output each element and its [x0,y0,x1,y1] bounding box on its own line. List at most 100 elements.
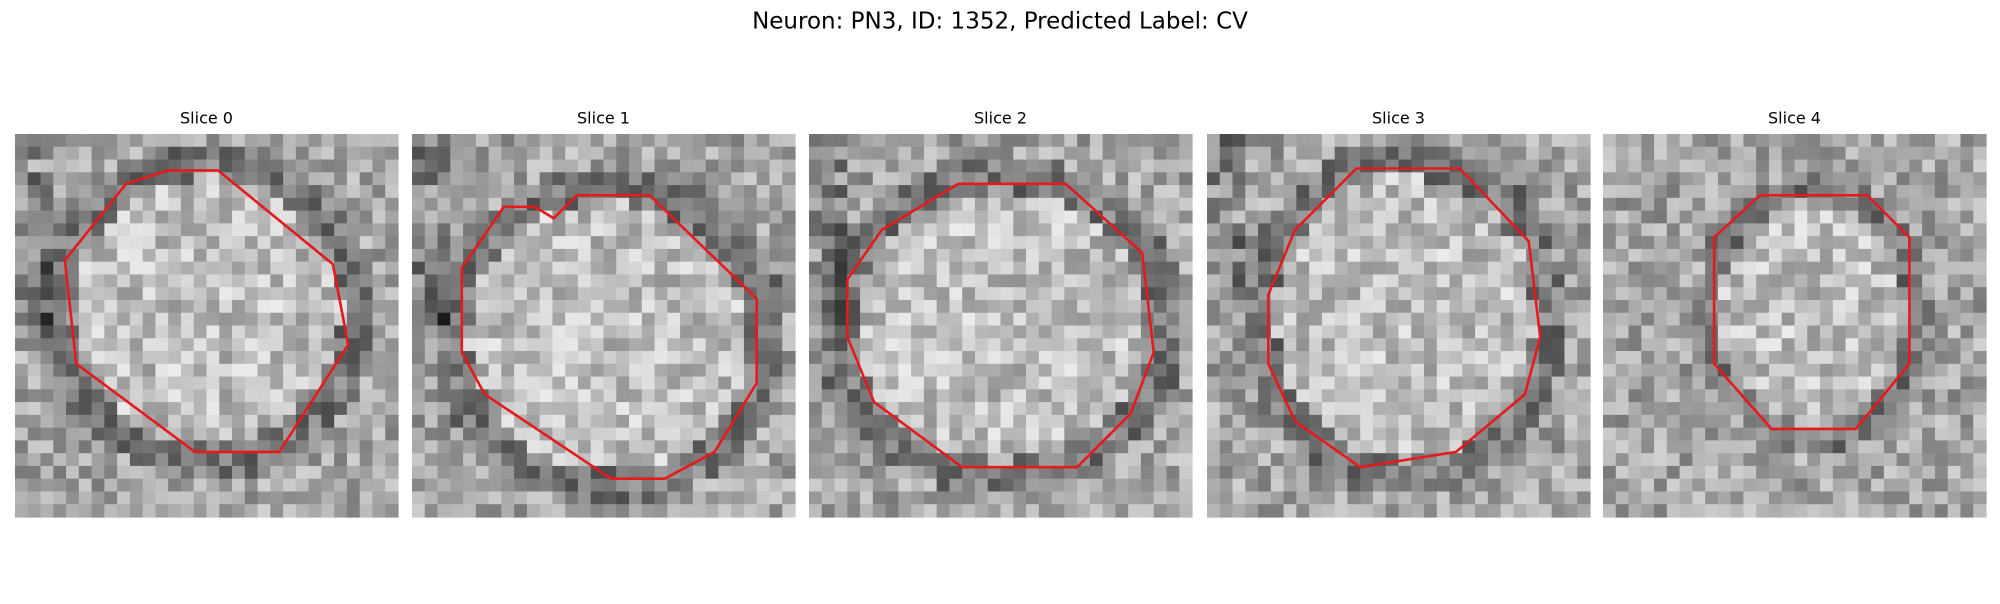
image-pixel [514,465,528,480]
image-pixel [1666,453,1681,467]
image-pixel [1064,274,1078,288]
image-pixel [1258,440,1272,454]
image-pixel [1743,504,1757,518]
image-pixel [1258,274,1272,288]
image-pixel [769,351,783,365]
image-pixel [1768,325,1783,339]
image-pixel [782,363,796,378]
image-pixel [1089,325,1104,339]
image-pixel [1768,146,1783,161]
image-pixel [1258,223,1272,237]
image-pixel [1705,146,1719,161]
image-pixel [142,185,157,199]
image-pixel [1398,159,1412,173]
image-pixel [1296,478,1310,493]
image-pixel [1717,312,1732,327]
image-pixel [40,453,54,467]
image-pixel [1526,197,1540,212]
image-pixel [104,338,118,352]
image-pixel [155,261,169,276]
image-pixel [1102,312,1116,327]
image-pixel [372,185,386,199]
image-pixel [898,185,912,199]
image-pixel [321,185,335,199]
image-pixel [1449,478,1463,493]
image-pixel [1730,440,1745,454]
image-pixel [1462,376,1476,390]
image-pixel [1436,146,1451,161]
image-pixel [1845,159,1859,173]
image-pixel [1973,491,1987,505]
image-pixel [923,159,938,173]
image-pixel [1026,312,1040,327]
image-pixel [514,504,528,518]
image-pixel [1334,236,1349,250]
image-pixel [1845,478,1859,493]
image-pixel [1258,172,1272,186]
image-pixel [321,159,335,173]
image-pixel [1883,351,1898,365]
image-pixel [1245,465,1259,480]
image-pixel [1321,312,1336,327]
image-pixel [1475,159,1489,173]
image-pixel [346,402,361,416]
image-pixel [974,402,989,416]
image-pixel [321,465,335,480]
image-pixel [142,427,157,441]
image-pixel [1730,287,1745,301]
image-pixel [872,134,887,148]
image-pixel [475,159,490,173]
image-pixel [514,453,528,467]
image-pixel [1615,287,1630,301]
image-pixel [834,248,848,263]
image-pixel [1871,363,1885,378]
image-pixel [769,414,783,429]
image-pixel [501,274,515,288]
image-pixel [168,197,182,212]
image-pixel [412,248,426,263]
image-pixel [616,351,630,365]
image-pixel [372,223,386,237]
image-pixel [437,134,451,148]
image-pixel [1385,363,1400,378]
image-pixel [974,299,989,314]
image-pixel [1296,287,1310,301]
image-pixel [1360,465,1374,480]
image-pixel [962,223,976,237]
image-pixel [539,504,554,518]
image-pixel [1551,185,1566,199]
image-pixel [987,172,1002,186]
image-pixel [654,389,668,403]
image-pixel [1449,427,1463,441]
image-pixel [1449,146,1463,161]
image-pixel [1283,325,1297,339]
image-pixel [731,465,745,480]
image-pixel [219,146,233,161]
image-pixel [782,465,796,480]
image-pixel [1896,210,1910,224]
image-pixel [1153,134,1168,148]
image-pixel [1858,172,1872,186]
image-pixel [1781,376,1796,390]
image-pixel [962,236,976,250]
image-pixel [270,325,284,339]
image-pixel [743,223,758,237]
image-pixel [1026,236,1040,250]
image-pixel [821,427,836,441]
image-pixel [1538,376,1553,390]
image-pixel [911,312,925,327]
image-pixel [104,312,118,327]
image-pixel [1115,261,1129,276]
image-pixel [821,376,836,390]
image-pixel [577,465,592,480]
image-pixel [372,376,386,390]
image-pixel [974,134,989,148]
image-pixel [1128,274,1142,288]
image-pixel [1845,172,1859,186]
image-pixel [117,427,131,441]
image-pixel [1449,210,1463,224]
image-pixel [501,134,515,148]
image-pixel [219,338,233,352]
image-pixel [53,427,67,441]
image-pixel [1334,376,1349,390]
